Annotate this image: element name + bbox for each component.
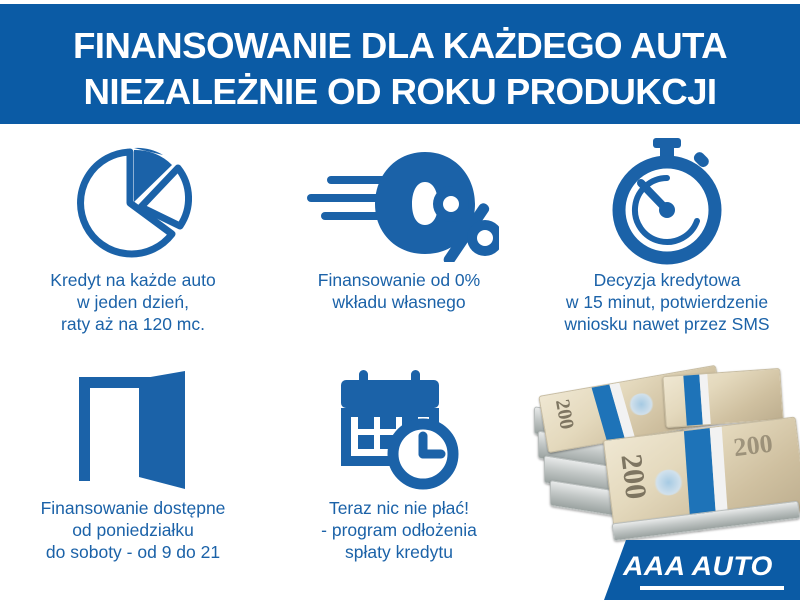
banknote-denomination: 200 (732, 428, 775, 463)
feature-item-opening-hours: Finansowanie dostępne od poniedziałku do… (0, 362, 266, 592)
stopwatch-icon (534, 134, 800, 269)
feature-caption: Teraz nic nie płać! - program odłożenia … (321, 498, 477, 562)
logo-underline (640, 586, 784, 590)
feature-caption: Finansowanie dostępne od poniedziałku do… (40, 498, 226, 562)
calendar-clock-icon (266, 362, 532, 497)
feature-caption: Kredyt na każde auto w jeden dzień, raty… (50, 270, 216, 334)
headline-line-2: NIEZALEŻNIE OD ROKU PRODUKCJI (83, 71, 717, 112)
headline-banner: FINANSOWANIE DLA KAŻDEGO AUTA NIEZALEŻNI… (0, 4, 800, 124)
logo-text: AAA AUTO (623, 551, 773, 581)
pie-chart-icon (0, 134, 266, 269)
feature-item-decision-time: Decyzja kredytowa w 15 minut, potwierdze… (534, 134, 800, 364)
feature-caption: Finansowanie od 0% wkładu własnego (317, 270, 481, 312)
feature-item-deferred-payment: Teraz nic nie płać! - program odłożenia … (266, 362, 532, 592)
aaa-auto-logo[interactable]: AAA AUTO (604, 540, 800, 600)
banknote-bundle-back (662, 367, 784, 429)
banknote-denomination: 200 (614, 452, 653, 502)
open-door-icon (0, 362, 266, 497)
feature-grid: Kredyt na każde auto w jeden dzień, raty… (0, 126, 800, 600)
headline-line-1: FINANSOWANIE DLA KAŻDEGO AUTA (72, 25, 728, 66)
feature-item-zero-percent: Finansowanie od 0% wkładu własnego (266, 134, 532, 364)
banknotes-photo: 200 200 200 (528, 364, 800, 546)
banknote-denomination: 200 (550, 397, 578, 432)
feature-item-credit: Kredyt na każde auto w jeden dzień, raty… (0, 134, 266, 364)
feature-caption: Decyzja kredytowa w 15 minut, potwierdze… (564, 270, 770, 334)
zero-percent-icon (266, 134, 532, 269)
